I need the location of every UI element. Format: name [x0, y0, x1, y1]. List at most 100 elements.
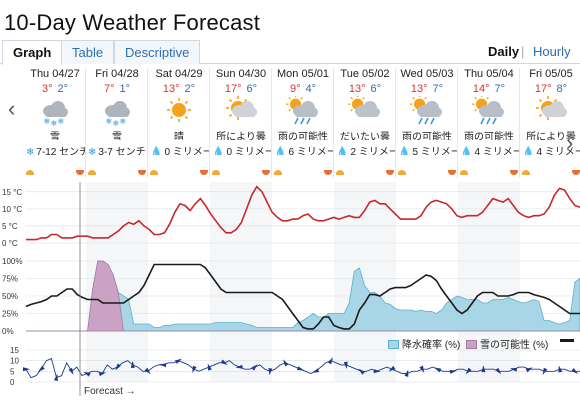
prob-tick-label: 100%	[2, 257, 22, 266]
day-label: Fri 04/28	[95, 68, 139, 80]
low-temp: 2°	[184, 83, 196, 95]
day-temps: 13° 2°	[148, 83, 210, 95]
rain-cloud-icon	[286, 96, 318, 125]
precip-text: 4 ミリメートル	[474, 147, 520, 155]
day-divider	[395, 68, 396, 178]
sunrise-sunset-row	[520, 170, 580, 178]
low-temp: 4°	[305, 83, 317, 95]
wind-direction-arrow	[68, 367, 74, 375]
wind-direction-arrow	[419, 365, 425, 373]
wind-direction-arrow	[83, 371, 91, 377]
prob-tick-label: 75%	[2, 275, 18, 284]
prob-tick-label: 50%	[2, 292, 18, 301]
legend-snow-label: 雪の可能性 (%)	[480, 340, 549, 351]
day-column[interactable]: Mon 05/01 9° 4° 雨の可能性 💧6 ミリメートル	[272, 68, 334, 178]
wind-direction-arrow	[207, 363, 212, 371]
sunrise-sunset-row	[210, 170, 272, 178]
sunrise-icon	[26, 170, 34, 175]
daily-toggle[interactable]: Daily	[488, 44, 520, 59]
day-column[interactable]: Sat 04/29 13° 2° 晴 💧0 ミリメートル	[148, 68, 210, 178]
wind-direction-arrow	[388, 365, 396, 372]
wind-direction-arrow	[235, 364, 243, 369]
sunset-icon	[76, 170, 84, 175]
legend-swatch-snow	[466, 340, 477, 349]
precip-amount: ❄ 3-7 センチ	[86, 143, 148, 155]
sunrise-icon	[336, 170, 344, 175]
mode-separator: |	[521, 44, 525, 59]
rain-cloud-icon	[410, 96, 442, 125]
precip-amount: 💧2 ミリメートル	[334, 143, 396, 155]
sunrise-sunset-row	[334, 170, 396, 178]
precip-text: 5 ミリメートル	[412, 147, 458, 155]
tab-descriptive[interactable]: Descriptive	[114, 40, 201, 64]
low-temp: 7°	[494, 83, 506, 95]
day-temps: 9° 4°	[272, 83, 334, 95]
sunset-icon	[572, 170, 580, 175]
sunrise-icon	[150, 170, 158, 175]
wind-direction-arrow	[283, 359, 289, 367]
low-temp: 6°	[370, 83, 382, 95]
snowflake-icon: ❄	[26, 147, 35, 155]
sun-icon	[167, 98, 191, 122]
day-band	[210, 182, 272, 382]
day-temps: 13° 6°	[334, 83, 396, 95]
precip-amount: 💧4 ミリメートル	[458, 143, 520, 155]
sunrise-icon	[460, 170, 468, 175]
day-column[interactable]: Thu 05/04 14° 7° 雨の可能性 💧4 ミリメートル	[458, 68, 520, 178]
snow-prob-area	[26, 260, 580, 332]
sunset-icon	[448, 170, 456, 175]
high-temp: 7°	[103, 83, 115, 95]
precip-text: 6 ミリメートル	[288, 147, 334, 155]
high-temp: 14°	[472, 83, 490, 95]
wind-direction-arrow	[53, 373, 58, 382]
wind-direction-arrow	[220, 359, 228, 365]
raindrop-icon: 💧	[274, 147, 287, 155]
sunrise-sunset-row	[272, 170, 334, 178]
wind-tick-label: 15	[10, 346, 19, 355]
day-column[interactable]: Tue 05/02 13° 6° だいたい曇 💧2 ミリメートル	[334, 68, 396, 178]
legend-cloud	[560, 336, 577, 347]
day-divider	[519, 68, 520, 178]
tab-graph[interactable]: Graph	[2, 40, 63, 65]
wind-direction-arrow	[481, 365, 486, 373]
cloud-cover-line	[25, 263, 580, 330]
wind-direction-arrow	[311, 368, 320, 373]
wind-direction-arrow	[23, 367, 30, 372]
day-column[interactable]: Sun 04/30 17° 6° 所により曇 💧0 ミリメートル	[210, 68, 272, 178]
svg-text:❄: ❄	[113, 119, 120, 126]
sunrise-icon	[398, 170, 406, 175]
day-column[interactable]: Fri 05/05 17° 8° 所により曇 💧4 ミリメートル	[520, 68, 580, 178]
partly-cloudy-icon	[536, 96, 567, 120]
temperature-line	[26, 185, 580, 241]
precip-amount: ❄ 7-12 センチ	[24, 143, 86, 155]
chevron-left-icon[interactable]: ‹	[8, 96, 16, 121]
day-column[interactable]: Wed 05/03 13° 7° 雨の可能性 💧5 ミリメートル	[396, 68, 458, 178]
day-column[interactable]: Thu 04/27 3° 2° ❄ ❄ ❄ 雪 ❄ 7-12 センチ	[24, 68, 86, 178]
raindrop-icon: 💧	[212, 147, 225, 155]
sunrise-icon	[88, 170, 96, 175]
sunrise-sunset-row	[458, 170, 520, 178]
partly-cloudy-icon	[226, 96, 257, 120]
high-temp: 3°	[41, 83, 53, 95]
precip-amount: 💧0 ミリメートル	[210, 143, 272, 155]
sunrise-icon	[274, 170, 282, 175]
legend-snow-prob: 雪の可能性 (%)	[466, 336, 548, 351]
view-tabbar: Graph Table Descriptive Daily | Hourly	[0, 40, 580, 65]
day-label: Sun 04/30	[215, 68, 267, 80]
day-column[interactable]: Fri 04/28 7° 1° ❄ ❄ ❄ 雪 ❄ 3-7 センチ	[86, 68, 148, 178]
day-divider	[85, 68, 86, 178]
wind-direction-arrow	[509, 367, 518, 372]
hourly-toggle[interactable]: Hourly	[533, 44, 571, 59]
sunrise-icon	[212, 170, 220, 175]
legend-precip-label: 降水確率 (%)	[402, 340, 461, 351]
wind-direction-arrow	[98, 372, 107, 377]
wind-direction-arrow	[130, 360, 135, 368]
chevron-right-icon[interactable]: ›	[566, 130, 574, 155]
high-temp: 13°	[162, 83, 180, 95]
day-label: Wed 05/03	[400, 68, 454, 80]
day-temps: 17° 8°	[520, 83, 580, 95]
wind-direction-arrow	[115, 363, 121, 371]
sunrise-sunset-row	[24, 170, 86, 178]
sunset-icon	[324, 170, 332, 175]
precip-text: 0 ミリメートル	[226, 147, 272, 155]
